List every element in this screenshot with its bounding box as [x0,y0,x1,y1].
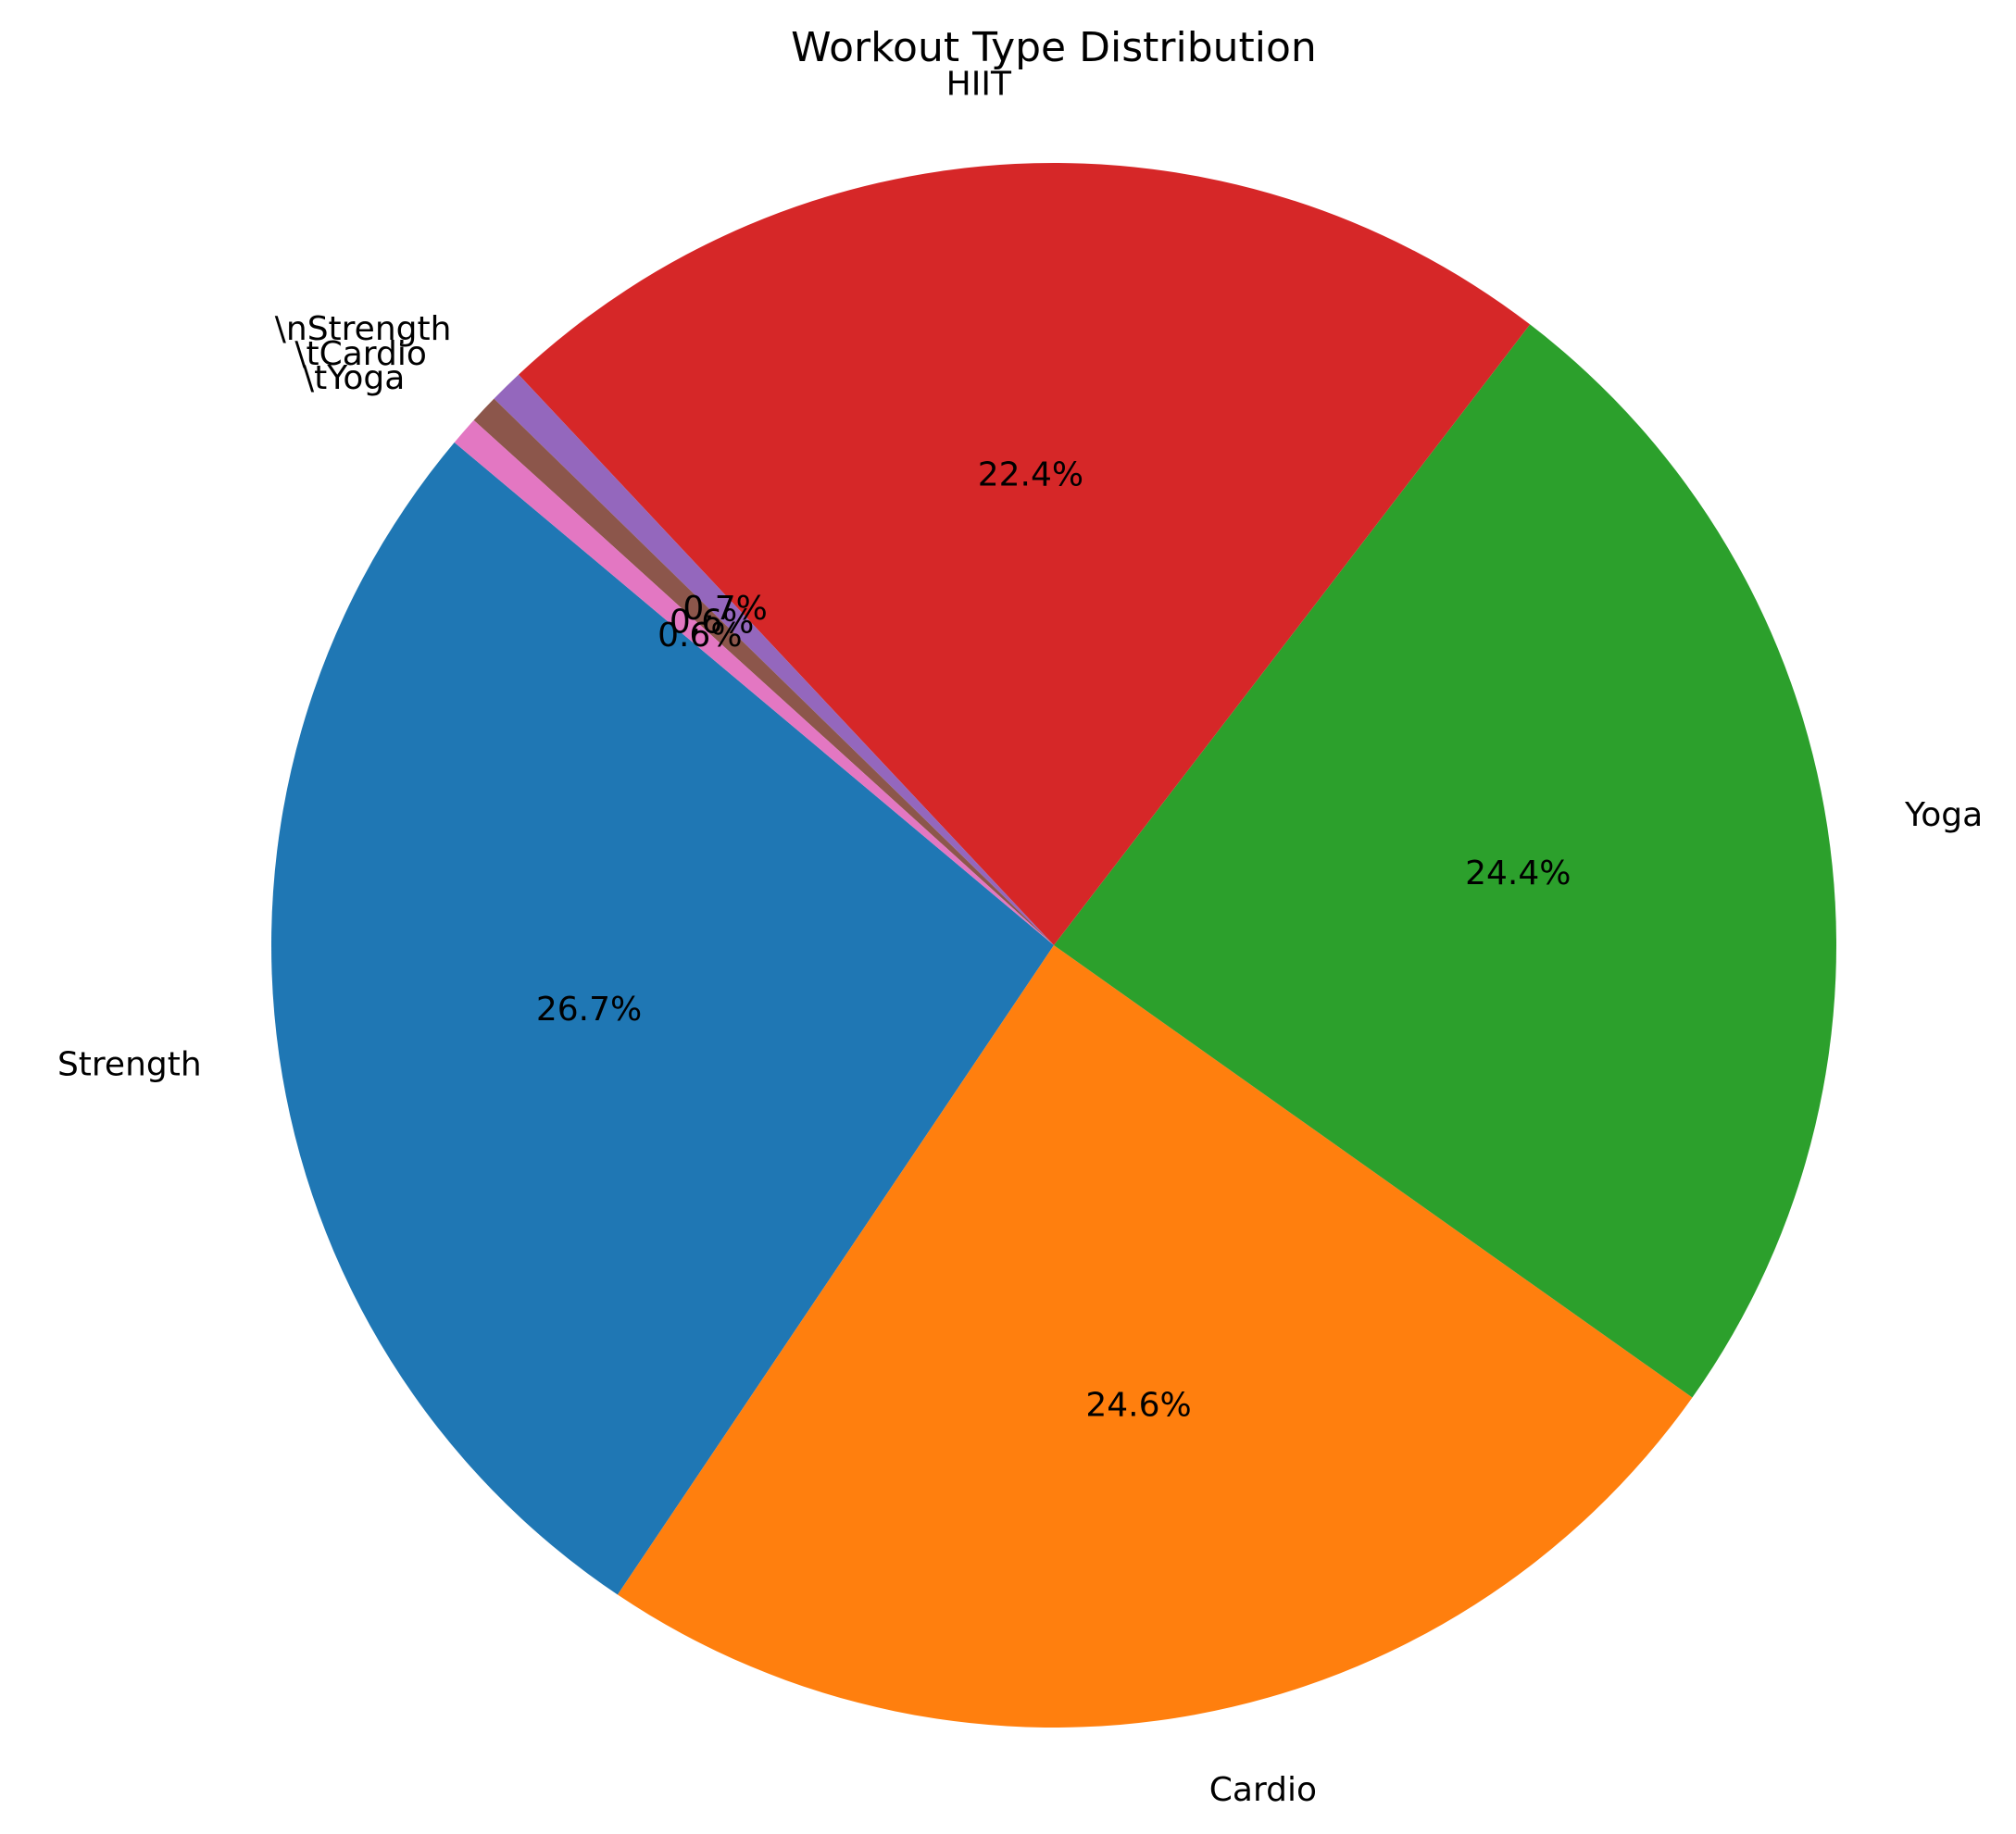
slice-label-yoga-2: Yoga [1904,796,1983,834]
pie-slice-yoga-2 [1054,324,1836,1398]
slice-labels: Strength Cardio Yoga HIIT \nStrength\tCardio… [57,66,1983,1810]
slice-label-strength-0: Strength [57,1045,202,1083]
slice-label-nstrength-4: \nStrength [275,310,452,348]
slice-label-tyoga-6: \tYoga [303,359,405,397]
pie-slice-tcardio-5 [473,398,1054,945]
pct-label-cardio-1: 24.6% [1085,1387,1191,1425]
pie-slice-tyoga-6 [454,419,1054,945]
percentage-labels: 26.7% 24.6% 24.4% 22.4% 0.7%0.6%0.6% [536,456,1571,1425]
pie-slice-strength-0 [270,442,1054,1595]
pie-slices [270,162,1836,1728]
slice-label-cardio-1: Cardio [1209,1771,1317,1809]
chart-title: Workout Type Distribution [791,24,1317,71]
slice-label-hiit-3: HIIT [946,66,1012,104]
pct-label-hiit-3: 22.4% [978,456,1083,494]
pct-label-tyoga-6: 0.6% [657,617,742,655]
pct-label-yoga-2: 24.4% [1465,855,1571,892]
pct-label-nstrength-4: 0.7% [682,590,767,628]
pct-label-strength-0: 26.7% [536,991,642,1029]
pie-slice-nstrength-4 [494,374,1054,946]
pie-slice-hiit-3 [518,162,1531,945]
pie-slice-cardio-1 [617,945,1693,1728]
pct-label-tcardio-5: 0.6% [670,604,754,642]
slice-label-tcardio-5: \tCardio [294,335,427,373]
